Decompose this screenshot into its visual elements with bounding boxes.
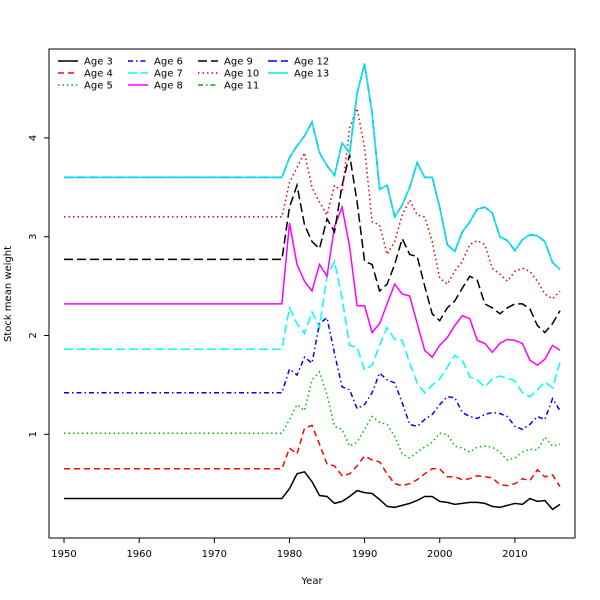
legend-item-age-9: Age 9 (198, 57, 253, 68)
legend-label: Age 5 (84, 81, 113, 92)
series-line-age-10 (64, 105, 561, 300)
legend-label: Age 3 (84, 57, 113, 68)
legend-item-age-10: Age 10 (198, 69, 259, 80)
series-line-age-12 (64, 63, 561, 270)
legend-item-age-11: Age 11 (198, 81, 259, 92)
y-tick-label: 2 (28, 332, 39, 338)
legend-label: Age 9 (224, 57, 253, 68)
legend-item-age-12: Age 12 (268, 57, 329, 68)
series-line-age-9 (64, 154, 561, 334)
legend-item-age-4: Age 4 (58, 69, 113, 80)
series-line-age-4 (64, 424, 561, 488)
plot-frame (48, 48, 576, 539)
legend-label: Age 4 (84, 69, 113, 80)
series-line-age-5 (64, 370, 561, 461)
legend-item-age-3: Age 3 (58, 57, 113, 68)
series-line-age-8 (64, 204, 561, 367)
legend-label: Age 13 (294, 69, 329, 80)
y-axis: 1 2 3 4 (28, 135, 49, 437)
legend-item-age-8: Age 8 (128, 81, 183, 92)
y-tick-label: 1 (28, 431, 39, 437)
x-tick-label: 2000 (427, 549, 452, 560)
x-tick-label: 2010 (502, 549, 527, 560)
legend-label: Age 12 (294, 57, 329, 68)
x-tick-label: 1960 (126, 549, 151, 560)
y-tick-label: 4 (28, 135, 39, 141)
legend-item-age-6: Age 6 (128, 57, 183, 68)
series-line-age-3 (64, 470, 561, 511)
x-tick-label: 1950 (51, 549, 76, 560)
x-tick-label: 1990 (352, 549, 377, 560)
legend-item-age-7: Age 7 (128, 69, 183, 80)
series-line-age-11 (64, 63, 561, 270)
x-axis-label: Year (300, 576, 323, 587)
legend-item-age-5: Age 5 (58, 81, 113, 92)
legend-label: Age 8 (154, 81, 183, 92)
legend-label: Age 11 (224, 81, 259, 92)
legend-label: Age 10 (224, 69, 259, 80)
series-line-age-6 (64, 316, 561, 431)
legend-item-age-13: Age 13 (268, 69, 329, 80)
legend-label: Age 6 (154, 57, 183, 68)
series-line-age-7 (64, 259, 561, 398)
series-line-age-13 (64, 63, 561, 270)
y-axis-label: Stock mean weight (3, 246, 14, 342)
series-layer (64, 63, 561, 511)
x-tick-label: 1980 (277, 549, 302, 560)
x-tick-label: 1970 (202, 549, 227, 560)
legend-label: Age 7 (154, 69, 183, 80)
x-axis: 1950 1960 1970 1980 1990 2000 2010 (51, 538, 528, 560)
y-tick-label: 3 (28, 234, 39, 240)
